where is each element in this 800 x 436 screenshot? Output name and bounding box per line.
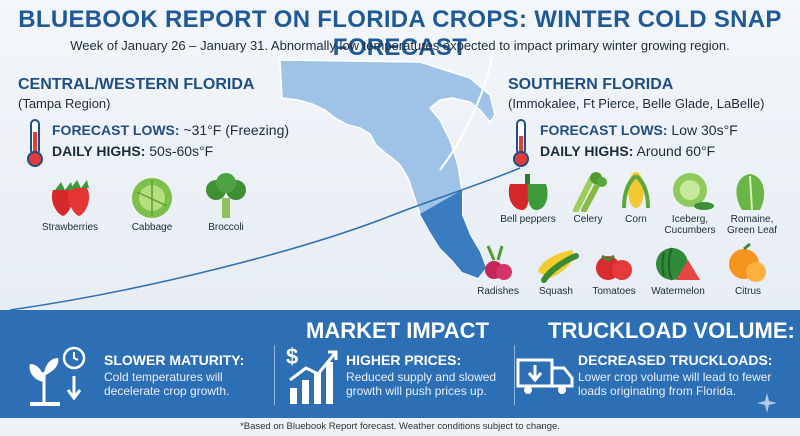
- lows-label: FORECAST LOWS:: [52, 122, 180, 138]
- citrus-icon: [729, 242, 766, 282]
- crop-label: Radishes: [477, 286, 519, 297]
- highs-label: DAILY HIGHS:: [52, 143, 146, 159]
- impact-title: SLOWER MATURITY:: [104, 352, 245, 368]
- crop-celery: Celery: [552, 170, 624, 225]
- southern-region-title: SOUTHERN FLORIDA: [508, 76, 674, 93]
- highs-value: Around 60°F: [633, 143, 716, 159]
- thermometer-icon: [27, 119, 43, 167]
- central-daily-highs: DAILY HIGHS: 50s-60s°F: [52, 143, 213, 159]
- plant-clock-icon: [29, 346, 86, 406]
- bell-pepper-icon: [508, 174, 548, 210]
- radish-icon: [485, 245, 512, 280]
- footnote: *Based on Bluebook Report forecast. Weat…: [0, 418, 800, 436]
- crop-label: Corn: [625, 214, 647, 225]
- crop-squash: Squash: [520, 242, 592, 297]
- lows-value: ~31°F (Freezing): [179, 122, 290, 138]
- crop-label: Citrus: [734, 286, 762, 297]
- impact-text: Lower crop volume will lead to fewer loa…: [578, 370, 772, 398]
- florida-map: [9, 39, 521, 310]
- svg-text:$: $: [286, 344, 298, 369]
- tomato-icon: [596, 254, 632, 280]
- southern-forecast-lows: FORECAST LOWS: Low 30s°F: [540, 122, 738, 138]
- divider: [274, 345, 275, 405]
- impact-band: [0, 310, 800, 418]
- celery-icon: [573, 172, 607, 212]
- crop-corn: Corn: [600, 170, 672, 225]
- truckload-heading: TRUCKLOAD VOLUME:: [548, 318, 795, 343]
- truck-icon: [516, 358, 574, 394]
- crop-label: Squash: [539, 286, 573, 297]
- crop-label: Bell peppers: [500, 214, 556, 225]
- strawberry-icon: [51, 180, 90, 216]
- crop-romaine: Romaine, Green Leaf: [716, 170, 788, 236]
- cabbage-icon: [132, 178, 172, 218]
- broccoli-icon: [206, 173, 246, 218]
- crop-label: Broccoli: [208, 222, 244, 233]
- southern-daily-highs: DAILY HIGHS: Around 60°F: [540, 143, 715, 159]
- market-impact-heading: MARKET IMPACT: [306, 318, 489, 343]
- corn-icon: [622, 172, 650, 209]
- squash-icon: [538, 250, 579, 283]
- crop-label: Celery: [573, 214, 603, 225]
- crop-label: Strawberries: [41, 222, 99, 233]
- thermometer-icon: [513, 119, 529, 167]
- central-region-title: CENTRAL/WESTERN FLORIDA: [18, 76, 255, 93]
- crop-label: Tomatoes: [592, 286, 636, 297]
- watermelon-icon: [656, 247, 700, 281]
- highs-value: 50s-60s°F: [145, 143, 214, 159]
- crop-citrus: Citrus: [712, 242, 784, 297]
- central-region-sub: (Tampa Region): [18, 96, 111, 111]
- sparkle-icon: [757, 393, 777, 413]
- price-chart-icon: $: [286, 344, 338, 404]
- lows-label: FORECAST LOWS:: [540, 122, 668, 138]
- crop-broccoli: Broccoli: [190, 172, 262, 233]
- crop-bell-peppers: Bell peppers: [492, 170, 564, 225]
- lows-value: Low 30s°F: [667, 122, 738, 138]
- crop-label: Iceberg, Cucumbers: [664, 214, 716, 236]
- romaine-icon: [736, 174, 765, 211]
- impact-text: Cold temperatures will decelerate crop g…: [104, 370, 230, 398]
- impact-title: DECREASED TRUCKLOADS:: [578, 352, 773, 368]
- highs-label: DAILY HIGHS:: [540, 143, 634, 159]
- southern-region-sub: (Immokalee, Ft Pierce, Belle Glade, LaBe…: [508, 96, 765, 111]
- crop-radishes: Radishes: [462, 242, 534, 297]
- impact-title: HIGHER PRICES:: [346, 352, 462, 368]
- central-forecast-lows: FORECAST LOWS: ~31°F (Freezing): [52, 122, 289, 138]
- impact-text: Reduced supply and slowed growth will pu…: [346, 370, 497, 398]
- page-title: BLUEBOOK REPORT ON FLORIDA CROPS: WINTER…: [18, 6, 782, 61]
- iceberg-lettuce-icon: [673, 173, 714, 210]
- crop-label: Watermelon: [651, 286, 705, 297]
- infographic-top: BLUEBOOK REPORT ON FLORIDA CROPS: WINTER…: [0, 0, 800, 310]
- divider: [514, 345, 515, 405]
- crop-tomatoes: Tomatoes: [578, 242, 650, 297]
- crop-cabbage: Cabbage: [116, 172, 188, 233]
- crop-iceberg-cucumbers: Iceberg, Cucumbers: [654, 170, 726, 236]
- crop-watermelon: Watermelon: [642, 242, 714, 297]
- crop-label: Cabbage: [131, 222, 173, 233]
- crop-strawberries: Strawberries: [34, 172, 106, 233]
- page-subtitle: Week of January 26 – January 31. Abnorma…: [70, 38, 730, 53]
- crop-label: Romaine, Green Leaf: [726, 214, 778, 236]
